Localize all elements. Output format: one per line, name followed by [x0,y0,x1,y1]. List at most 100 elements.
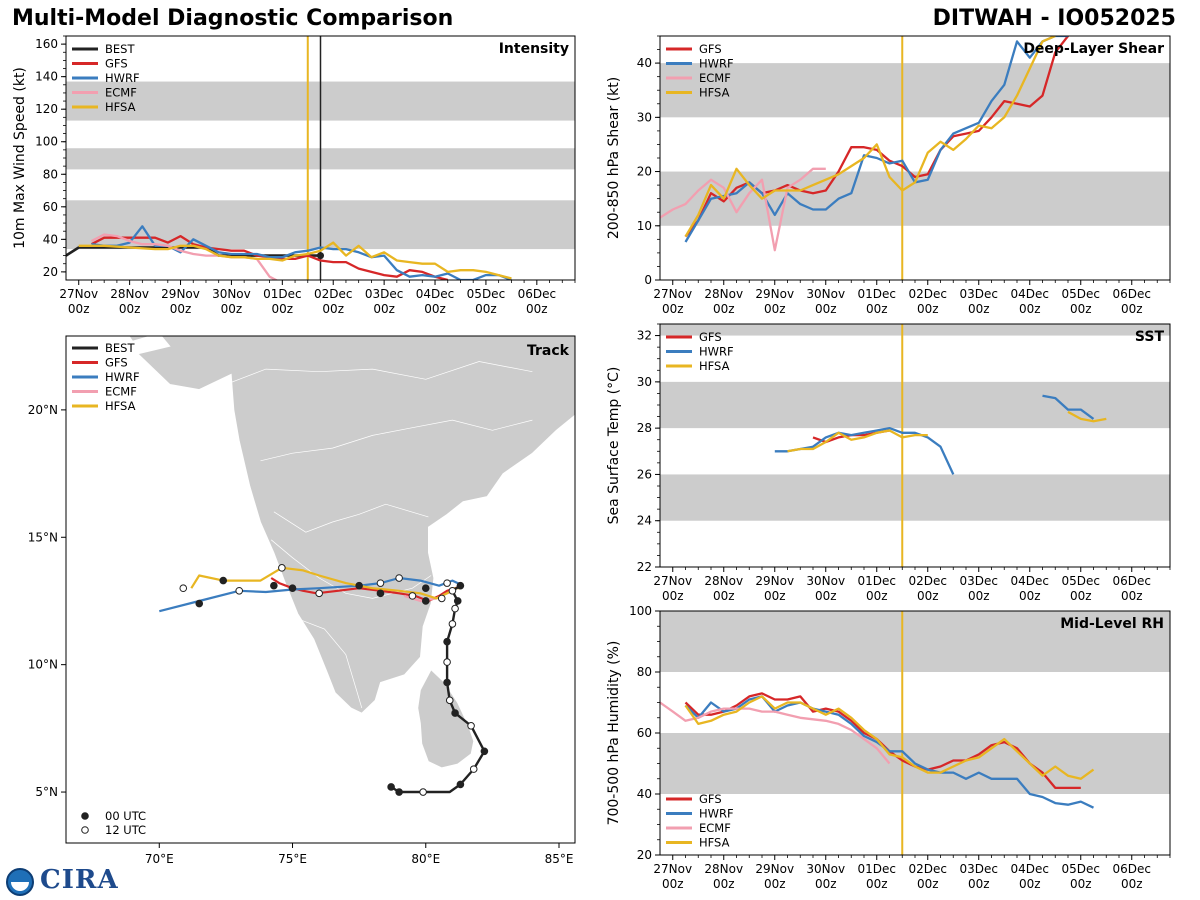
shear-ytick-label: 0 [644,273,652,287]
shear-xtick-label: 28Nov [704,287,743,301]
intensity-title: Intensity [499,41,569,57]
sst-ytick-label: 28 [637,421,652,435]
rh-title: Mid-Level RH [1060,616,1164,632]
intensity-ytick-label: 120 [35,102,58,116]
sst-series-hwrf [1042,394,1095,420]
rh-ytick-label: 60 [637,726,652,740]
shear-panel: 01020304027Nov00z28Nov00z29Nov00z30Nov00… [606,35,1171,316]
track-point-00utc [456,581,465,590]
state-boundary [297,618,363,709]
sst-xtick-sublabel: 00z [866,589,888,603]
sst-xtick-label: 29Nov [755,574,794,588]
rh-xtick-label: 04Dec [1011,862,1050,876]
track-lon-label: 80°E [411,852,440,866]
rh-xtick-sublabel: 00z [662,877,684,891]
rh-series-ecmf [660,701,891,765]
intensity-xtick-label: 29Nov [161,287,200,301]
rh-band [660,611,1170,672]
shear-ytick-label: 40 [637,56,652,70]
track-point-12utc [419,788,427,796]
shear-xtick-label: 30Nov [806,287,845,301]
track-point-00utc [270,581,278,590]
track-point-12utc [376,579,385,587]
storm-id-title: DITWAH - IO052025 [932,6,1176,31]
intensity-xtick-sublabel: 00z [424,302,446,316]
sst-series-hfsa [787,429,928,453]
shear-xtick-sublabel: 00z [662,302,684,316]
sst-xtick-sublabel: 00z [1019,589,1041,603]
intensity-legend-label: GFS [105,57,128,71]
shear-xtick-sublabel: 00z [866,302,888,316]
track-point-12utc [443,579,451,587]
track-point-12utc [443,658,451,666]
intensity-ylabel: 10m Max Wind Speed (kt) [12,67,28,249]
track-point-12utc [235,586,244,595]
sst-xtick-sublabel: 00z [662,589,684,603]
track-lon-label: 85°E [545,852,574,866]
intensity-xtick-label: 03Dec [365,287,404,301]
shear-xtick-label: 03Dec [960,287,999,301]
track-lon-label: 75°E [278,852,307,866]
sst-xtick-sublabel: 00z [713,589,735,603]
track-point-12utc [395,574,403,582]
rh-xtick-sublabel: 00z [764,877,786,891]
shear-xtick-sublabel: 00z [1019,302,1041,316]
track-frame [65,335,576,844]
sst-frame [659,323,1171,568]
intensity-xtick-sublabel: 00z [322,302,344,316]
intensity-ytick-label: 40 [43,232,58,246]
intensity-xtick-sublabel: 00z [526,302,548,316]
track-point-00utc [453,597,462,605]
shear-xtick-sublabel: 00z [968,302,990,316]
rh-xtick-label: 02Dec [909,862,948,876]
intensity-legend-label: BEST [105,42,135,56]
rh-xtick-label: 28Nov [704,862,743,876]
track-marker-legend-symbol [81,826,89,834]
intensity-xtick-label: 28Nov [110,287,149,301]
rh-xtick-label: 01Dec [858,862,897,876]
shear-ylabel: 200-850 hPa Shear (kt) [606,77,622,239]
intensity-ytick-label: 140 [35,70,58,84]
intensity-xtick-label: 27Nov [59,287,98,301]
sst-xtick-label: 01Dec [858,574,897,588]
rh-xtick-sublabel: 00z [713,877,735,891]
sst-xtick-label: 05Dec [1062,574,1101,588]
state-boundary [273,503,429,533]
rh-series-hfsa [684,695,1095,780]
shear-xtick-sublabel: 00z [764,302,786,316]
intensity-xtick-sublabel: 00z [119,302,141,316]
intensity-xtick-label: 01Dec [263,287,302,301]
sst-xtick-sublabel: 00z [917,589,939,603]
rh-xtick-sublabel: 00z [968,877,990,891]
shear-xtick-label: 06Dec [1113,287,1152,301]
shear-ytick-label: 10 [637,219,652,233]
intensity-ytick-label: 80 [43,167,58,181]
sst-xtick-label: 04Dec [1011,574,1050,588]
rh-xtick-sublabel: 00z [815,877,837,891]
intensity-ytick-label: 160 [35,37,58,51]
intensity-legend-label: ECMF [105,86,137,100]
intensity-xtick-label: 02Dec [314,287,353,301]
track-point-00utc [456,780,465,789]
track-point-00utc [443,637,451,646]
intensity-series-hfsa [78,241,512,280]
rh-legend-label: GFS [699,792,722,806]
sst-xtick-label: 30Nov [806,574,845,588]
sst-xtick-sublabel: 00z [968,589,990,603]
rh-series-hwrf [684,695,1094,809]
sst-band [660,324,1170,336]
intensity-xtick-sublabel: 00z [272,302,294,316]
shear-band [660,63,1170,118]
rh-xtick-sublabel: 00z [1070,877,1092,891]
track-point-12utc [278,564,286,572]
rh-xtick-label: 27Nov [653,862,692,876]
shear-xtick-label: 02Dec [909,287,948,301]
sst-xtick-sublabel: 00z [1070,589,1092,603]
intensity-panel: 2040608010012014016027Nov00z28Nov00z29No… [12,35,576,316]
sst-xtick-sublabel: 00z [815,589,837,603]
sst-ytick-label: 32 [637,329,652,343]
sst-ytick-label: 22 [637,560,652,574]
track-lat-label: 20°N [28,403,58,417]
rh-xtick-sublabel: 00z [866,877,888,891]
shear-xtick-sublabel: 00z [1121,302,1143,316]
